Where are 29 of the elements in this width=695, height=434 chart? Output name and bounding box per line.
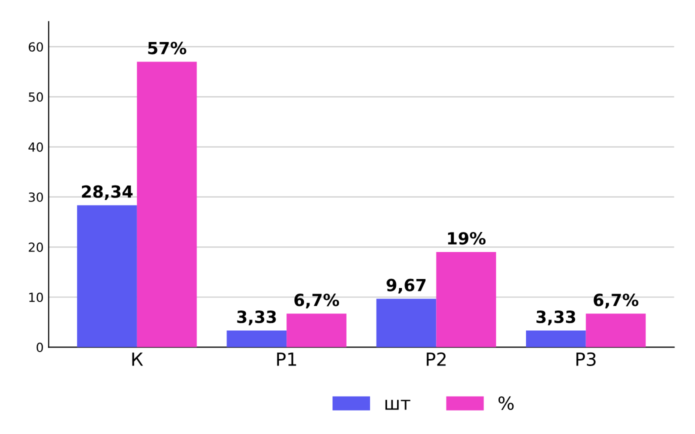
y-tick-label: 40 <box>28 142 43 152</box>
y-tick-label: 10 <box>29 292 43 302</box>
bar <box>376 298 436 348</box>
legend-label: % <box>498 396 514 410</box>
data-label: 3,33 <box>536 310 576 326</box>
data-label: 3,33 <box>237 310 276 326</box>
legend-label: шт <box>385 400 410 410</box>
x-tick-label: Р3 <box>576 352 596 366</box>
bar <box>586 314 646 348</box>
data-label: 28,34 <box>82 185 133 200</box>
data-label: 6,7% <box>594 294 638 308</box>
data-label: 19% <box>448 232 486 245</box>
y-tick-label: 20 <box>28 242 43 252</box>
data-label: 9,67 <box>386 278 426 294</box>
data-label: 6,7% <box>294 294 340 308</box>
x-tick-label: К <box>132 352 143 366</box>
x-tick-label: Р1 <box>277 352 296 366</box>
bar <box>136 62 197 348</box>
y-tick-label: 60 <box>28 42 43 52</box>
x-tick-label: Р2 <box>426 352 446 366</box>
bar <box>526 330 586 348</box>
bar <box>436 252 496 348</box>
y-tick-label: 30 <box>28 192 43 202</box>
bar <box>286 314 346 348</box>
bar <box>226 330 287 348</box>
y-tick-label: 0 <box>36 342 43 352</box>
bar <box>77 205 137 348</box>
data-label: 57% <box>148 42 186 54</box>
y-tick-label: 50 <box>28 92 43 102</box>
